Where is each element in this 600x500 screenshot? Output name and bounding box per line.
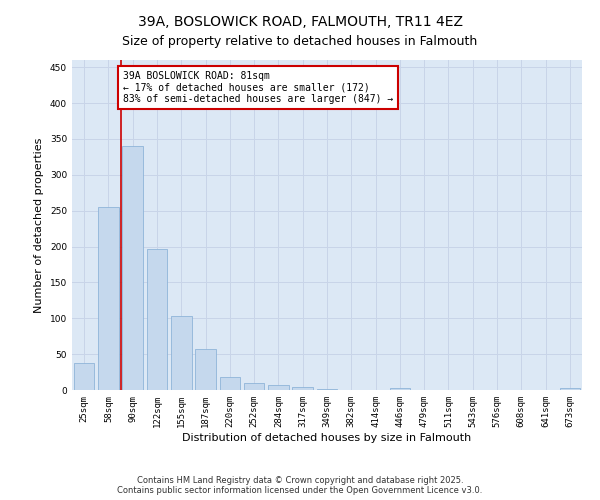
- Text: 39A BOSLOWICK ROAD: 81sqm
← 17% of detached houses are smaller (172)
83% of semi: 39A BOSLOWICK ROAD: 81sqm ← 17% of detac…: [123, 71, 393, 104]
- Bar: [98, 207, 119, 390]
- Bar: [171, 316, 191, 390]
- Bar: [220, 377, 240, 390]
- Y-axis label: Number of detached properties: Number of detached properties: [34, 138, 44, 312]
- Bar: [195, 349, 216, 390]
- Text: Contains HM Land Registry data © Crown copyright and database right 2025.
Contai: Contains HM Land Registry data © Crown c…: [118, 476, 482, 495]
- Bar: [146, 248, 167, 390]
- Bar: [292, 387, 313, 390]
- Bar: [244, 383, 265, 390]
- Bar: [389, 388, 410, 390]
- X-axis label: Distribution of detached houses by size in Falmouth: Distribution of detached houses by size …: [182, 432, 472, 442]
- Bar: [122, 146, 143, 390]
- Text: Size of property relative to detached houses in Falmouth: Size of property relative to detached ho…: [122, 35, 478, 48]
- Bar: [268, 385, 289, 390]
- Bar: [74, 364, 94, 390]
- Text: 39A, BOSLOWICK ROAD, FALMOUTH, TR11 4EZ: 39A, BOSLOWICK ROAD, FALMOUTH, TR11 4EZ: [137, 15, 463, 29]
- Bar: [560, 388, 580, 390]
